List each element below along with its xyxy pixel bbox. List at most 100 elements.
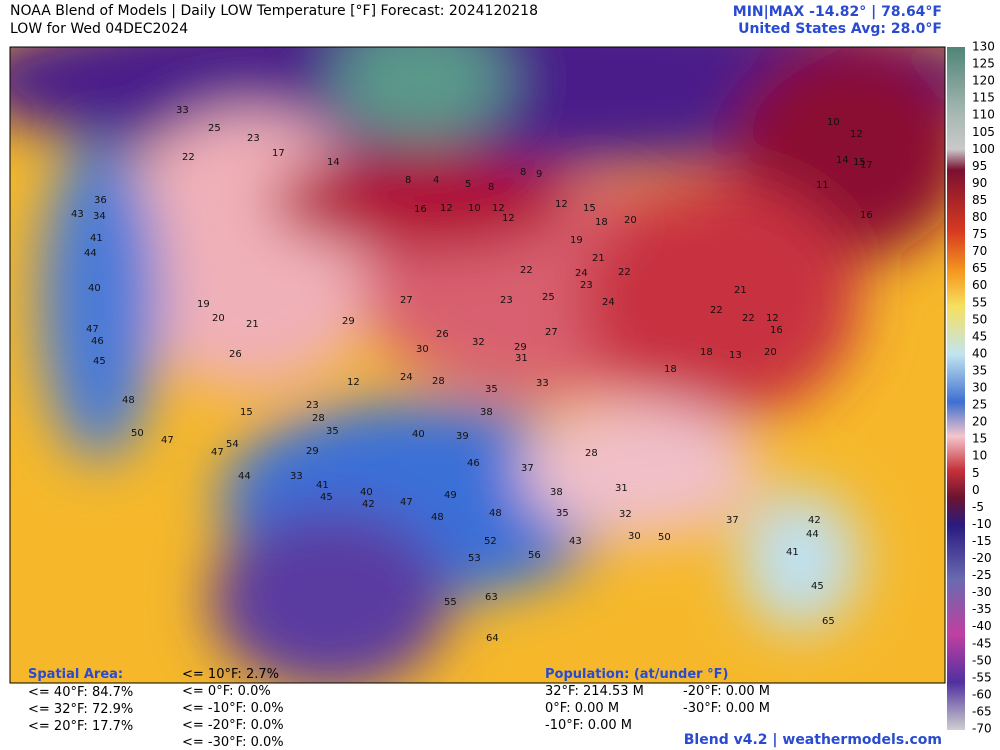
station-value: 29 <box>514 342 527 353</box>
station-value: 28 <box>432 376 445 387</box>
station-value: 10 <box>827 117 840 128</box>
colorbar-tick-label: -40 <box>972 619 992 633</box>
colorbar-tick-label: -25 <box>972 568 992 582</box>
station-value: 45 <box>93 356 106 367</box>
station-value: 24 <box>400 372 413 383</box>
station-value: 43 <box>569 536 582 547</box>
station-value: 23 <box>247 133 260 144</box>
colorbar-tick-label: 95 <box>972 159 987 173</box>
station-value: 19 <box>197 299 210 310</box>
station-value: 65 <box>822 616 835 627</box>
spatial-title: Spatial Area: <box>28 667 124 682</box>
station-value: 27 <box>400 295 413 306</box>
colorbar-tick-label: 120 <box>972 74 995 88</box>
station-value: 47 <box>86 324 99 335</box>
subtitle: LOW for Wed 04DEC2024 <box>10 21 189 37</box>
station-value: 12 <box>502 213 515 224</box>
colorbar-tick-label: 30 <box>972 381 987 395</box>
station-value: 47 <box>400 497 413 508</box>
footer: Blend v4.2 | weathermodels.com <box>683 732 942 748</box>
title: NOAA Blend of Models | Daily LOW Tempera… <box>10 3 538 19</box>
station-value: 30 <box>416 344 429 355</box>
station-value: 29 <box>342 316 355 327</box>
station-value: 44 <box>84 248 97 259</box>
colorbar-tick-label: -15 <box>972 534 992 548</box>
station-value: 21 <box>592 253 605 264</box>
station-value: 24 <box>602 297 615 308</box>
station-value: 15 <box>583 203 596 214</box>
station-value: 8 <box>520 167 526 178</box>
colorbar-tick-label: 50 <box>972 312 987 326</box>
station-value: 18 <box>664 364 677 375</box>
spatial-item: <= 0°F: 0.0% <box>182 684 271 699</box>
station-value: 15 <box>240 407 253 418</box>
colorbar-tick-label: -35 <box>972 602 992 616</box>
colorbar-tick-label: -65 <box>972 704 992 718</box>
station-value: 48 <box>489 508 502 519</box>
station-value: 29 <box>306 446 319 457</box>
station-value: 12 <box>850 129 863 140</box>
spatial-item: <= 10°F: 2.7% <box>182 667 279 682</box>
station-value: 28 <box>585 448 598 459</box>
station-value: 22 <box>182 152 195 163</box>
colorbar-tick-label: 0 <box>972 483 980 497</box>
station-value: 50 <box>658 532 671 543</box>
station-value: 38 <box>550 487 563 498</box>
station-value: 14 <box>836 155 849 166</box>
colorbar-tick-label: 65 <box>972 261 987 275</box>
colorbar-tick-label: 80 <box>972 210 987 224</box>
station-value: 37 <box>521 463 534 474</box>
station-value: 48 <box>122 395 135 406</box>
colorbar-tick-label: -50 <box>972 653 992 667</box>
spatial-item: <= -30°F: 0.0% <box>182 735 284 750</box>
station-value: 23 <box>580 280 593 291</box>
colorbar-tick-label: 100 <box>972 142 995 156</box>
station-value: 4 <box>433 175 439 186</box>
station-value: 42 <box>808 515 821 526</box>
station-value: 22 <box>710 305 723 316</box>
station-value: 33 <box>176 105 189 116</box>
station-value: 21 <box>246 319 259 330</box>
station-value: 12 <box>492 203 505 214</box>
station-value: 9 <box>536 169 542 180</box>
spatial-item: <= 40°F: 84.7% <box>28 685 134 700</box>
station-value: 32 <box>619 509 632 520</box>
station-value: 8 <box>488 182 494 193</box>
colorbar-tick-label: 10 <box>972 449 987 463</box>
colorbar <box>947 47 965 730</box>
station-value: 16 <box>860 210 873 221</box>
station-value: 44 <box>806 529 819 540</box>
station-value: 47 <box>211 447 224 458</box>
station-value: 47 <box>161 435 174 446</box>
station-value: 33 <box>536 378 549 389</box>
colorbar-tick-label: -55 <box>972 670 992 684</box>
station-value: 40 <box>412 429 425 440</box>
colorbar-tick-label: -20 <box>972 551 992 565</box>
station-value: 38 <box>480 407 493 418</box>
station-value: 18 <box>700 347 713 358</box>
station-value: 31 <box>615 483 628 494</box>
station-value: 45 <box>320 492 333 503</box>
station-value: 54 <box>226 439 239 450</box>
station-value: 41 <box>786 547 799 558</box>
spatial-item: <= 20°F: 17.7% <box>28 719 134 734</box>
colorbar-tick-label: 105 <box>972 125 995 139</box>
station-value: 53 <box>468 553 481 564</box>
population-title: Population: (at/under °F) <box>545 667 729 682</box>
station-value: 28 <box>312 413 325 424</box>
colorbar-tick-label: 60 <box>972 278 987 292</box>
station-value: 11 <box>816 180 829 191</box>
station-value: 37 <box>726 515 739 526</box>
station-value: 33 <box>290 471 303 482</box>
station-value: 39 <box>456 431 469 442</box>
station-value: 10 <box>468 203 481 214</box>
station-value: 30 <box>628 531 641 542</box>
station-value: 41 <box>316 480 329 491</box>
colorbar-tick-label: 85 <box>972 193 987 207</box>
station-value: 12 <box>347 377 360 388</box>
station-value: 45 <box>811 581 824 592</box>
station-value: 35 <box>556 508 569 519</box>
station-value: 52 <box>484 536 497 547</box>
map-frame <box>9 46 946 684</box>
station-value: 55 <box>444 597 457 608</box>
